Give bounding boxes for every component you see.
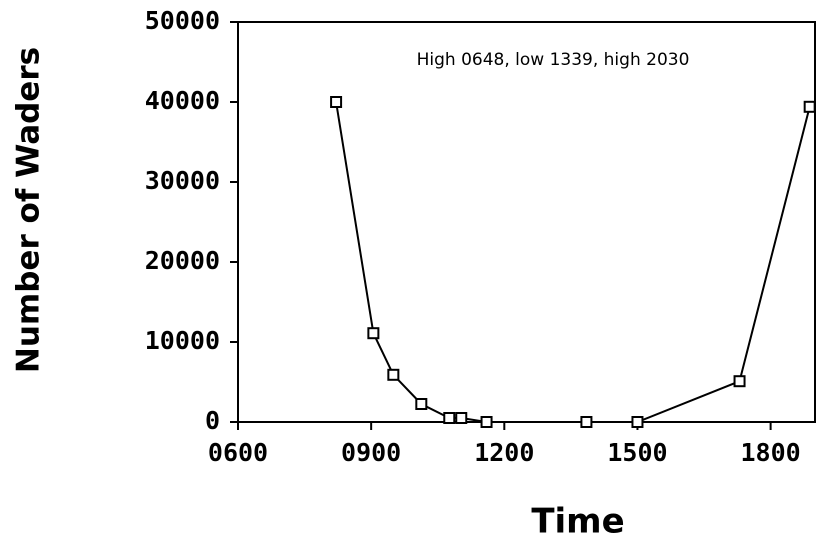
y-tick-label: 30000 — [145, 166, 220, 195]
data-line — [335, 101, 811, 423]
marker — [580, 416, 593, 428]
x-tick-label: 1800 — [741, 438, 801, 467]
y-tick-label: 20000 — [145, 246, 220, 275]
x-tick-label: 0600 — [208, 438, 268, 467]
x-tick-label: 1500 — [607, 438, 667, 467]
x-axis-label: Time — [531, 502, 624, 542]
y-tick-label: 10000 — [145, 326, 220, 355]
marker — [443, 412, 456, 424]
x-tick-label: 1200 — [474, 438, 534, 467]
annotation: High 0648, low 1339, high 2030 — [417, 50, 690, 70]
marker — [367, 327, 380, 340]
marker — [803, 100, 816, 113]
marker — [480, 416, 493, 428]
y-axis-label: Number of Waders — [11, 47, 47, 373]
marker — [733, 375, 746, 388]
x-tick-label: 0900 — [341, 438, 401, 467]
marker — [330, 96, 343, 108]
marker — [631, 416, 644, 428]
y-tick-label: 0 — [205, 406, 220, 435]
marker — [387, 368, 400, 381]
plot-frame — [237, 21, 816, 423]
marker — [455, 412, 468, 424]
y-tick-label: 50000 — [145, 6, 220, 35]
marker — [415, 398, 428, 410]
y-tick-label: 40000 — [145, 86, 220, 115]
